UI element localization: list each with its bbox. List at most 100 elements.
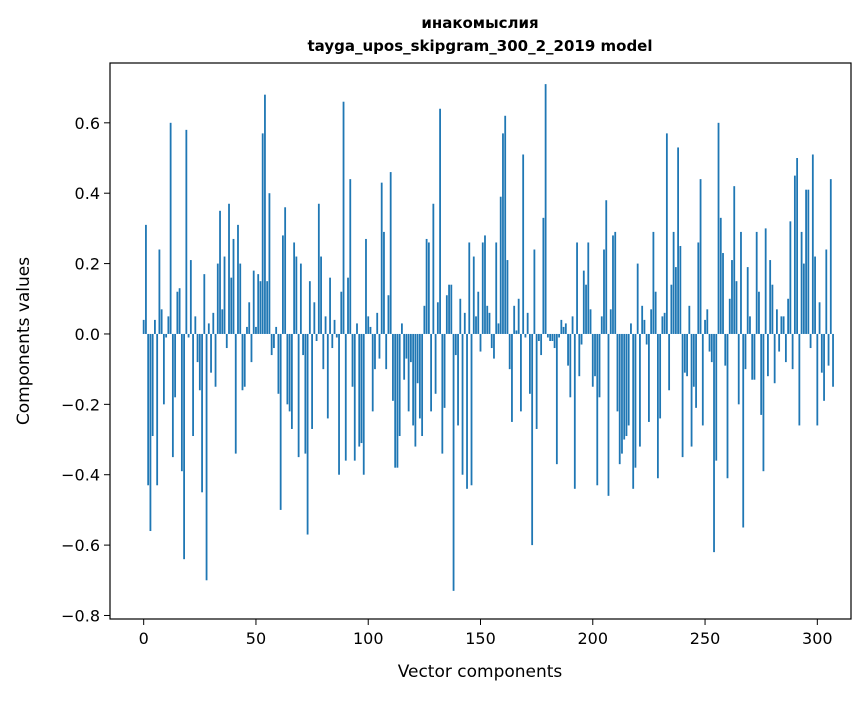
bar-266 bbox=[740, 231, 742, 334]
bar-208 bbox=[609, 309, 612, 334]
bar-239 bbox=[679, 245, 682, 334]
bar-297 bbox=[809, 333, 812, 349]
bar-143 bbox=[463, 312, 466, 334]
bar-229 bbox=[656, 333, 659, 479]
bar-141 bbox=[459, 298, 462, 334]
bar-191 bbox=[571, 316, 574, 334]
bar-249 bbox=[701, 333, 704, 426]
bar-248 bbox=[699, 179, 702, 334]
bar-135 bbox=[445, 295, 448, 334]
bar-218 bbox=[632, 333, 635, 489]
bar-287 bbox=[787, 298, 790, 334]
bar-184 bbox=[555, 333, 558, 465]
bar-258 bbox=[722, 253, 724, 334]
bar-290 bbox=[793, 175, 796, 334]
bar-76 bbox=[313, 302, 316, 334]
bar-33 bbox=[216, 263, 219, 334]
bar-7 bbox=[158, 249, 161, 334]
bar-210 bbox=[614, 231, 617, 334]
bar-45 bbox=[243, 333, 246, 387]
bar-77 bbox=[315, 333, 318, 341]
y-tick-label: 0.0 bbox=[75, 325, 100, 344]
bar-46 bbox=[246, 326, 248, 334]
y-axis-ticks: −0.8 −0.6 −0.4 −0.2 0.0 0.2 0.4 0.6 bbox=[61, 114, 110, 625]
bar-246 bbox=[695, 333, 697, 408]
bar-17 bbox=[180, 333, 183, 472]
bar-83 bbox=[329, 277, 331, 334]
y-axis-label: Components values bbox=[14, 257, 34, 425]
bar-148 bbox=[475, 316, 477, 334]
bars-group bbox=[142, 84, 834, 591]
bar-123 bbox=[418, 333, 421, 419]
bar-247 bbox=[697, 242, 700, 334]
bar-136 bbox=[448, 284, 450, 334]
x-tick-label: 200 bbox=[577, 629, 608, 648]
bar-175 bbox=[535, 333, 538, 429]
bar-275 bbox=[760, 333, 763, 415]
bar-13 bbox=[171, 333, 174, 458]
bar-301 bbox=[818, 302, 821, 334]
bar-121 bbox=[414, 333, 417, 447]
bar-59 bbox=[275, 326, 278, 334]
chart-title: инакомыслия bbox=[421, 14, 538, 32]
bar-101 bbox=[369, 326, 372, 334]
bar-204 bbox=[600, 316, 603, 334]
bar-165 bbox=[513, 305, 516, 334]
bar-16 bbox=[178, 288, 181, 334]
bar-250 bbox=[704, 319, 706, 334]
bar-106 bbox=[380, 182, 383, 334]
bar-117 bbox=[405, 333, 408, 359]
bar-160 bbox=[502, 133, 504, 334]
bar-256 bbox=[717, 122, 720, 334]
bar-52 bbox=[259, 281, 262, 334]
bar-74 bbox=[308, 281, 311, 334]
bar-23 bbox=[194, 316, 197, 334]
bar-296 bbox=[807, 189, 810, 334]
bar-167 bbox=[517, 298, 520, 334]
bar-269 bbox=[746, 267, 749, 334]
bar-157 bbox=[495, 242, 498, 334]
bar-127 bbox=[427, 242, 430, 334]
bar-153 bbox=[486, 305, 489, 334]
bar-186 bbox=[560, 319, 563, 334]
bar-68 bbox=[295, 256, 298, 334]
bar-211 bbox=[616, 333, 619, 412]
bar-188 bbox=[564, 323, 567, 334]
bar-196 bbox=[582, 270, 585, 334]
bar-207 bbox=[607, 333, 610, 496]
bar-177 bbox=[540, 333, 543, 356]
bar-180 bbox=[546, 333, 549, 338]
bar-5 bbox=[154, 319, 156, 334]
bar-164 bbox=[511, 333, 513, 422]
bar-278 bbox=[767, 333, 769, 377]
bar-179 bbox=[544, 84, 547, 334]
bar-194 bbox=[578, 333, 581, 377]
bar-19 bbox=[185, 129, 188, 334]
bar-238 bbox=[677, 147, 679, 334]
bar-281 bbox=[773, 333, 776, 384]
bar-206 bbox=[605, 200, 608, 334]
bar-30 bbox=[210, 333, 212, 373]
plot-frame bbox=[109, 62, 852, 620]
bar-57 bbox=[270, 333, 273, 356]
bar-270 bbox=[749, 316, 751, 334]
bar-99 bbox=[365, 238, 367, 334]
bar-42 bbox=[237, 224, 239, 334]
bar-75 bbox=[311, 333, 313, 429]
bar-226 bbox=[650, 309, 653, 334]
bar-34 bbox=[219, 210, 221, 334]
bar-219 bbox=[634, 333, 637, 468]
bar-6 bbox=[156, 333, 159, 486]
bar-289 bbox=[791, 333, 794, 370]
bar-291 bbox=[796, 158, 799, 334]
bar-172 bbox=[529, 333, 531, 394]
bar-197 bbox=[585, 284, 587, 334]
bar-11 bbox=[167, 316, 170, 334]
bar-60 bbox=[277, 333, 280, 394]
bar-253 bbox=[710, 333, 713, 363]
bar-168 bbox=[520, 333, 522, 412]
bar-171 bbox=[526, 312, 529, 334]
bar-41 bbox=[234, 333, 237, 454]
bar-173 bbox=[531, 333, 534, 546]
bar-104 bbox=[376, 312, 379, 334]
